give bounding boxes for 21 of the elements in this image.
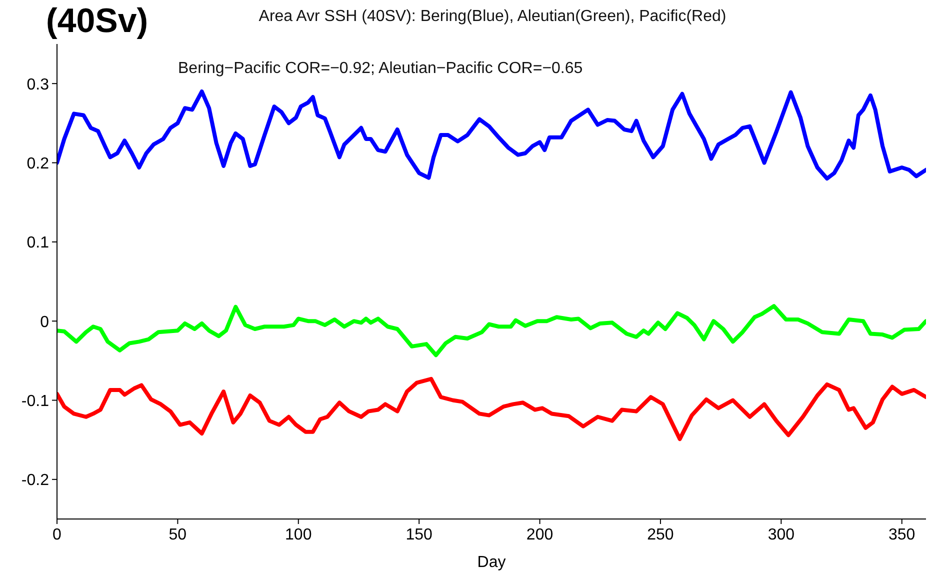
x-tick-label: 50 xyxy=(168,526,187,544)
x-axis-title: Day xyxy=(477,554,506,571)
annotation: Bering−Pacific COR=−0.92; Aleutian−Pacific COR=−0.65 xyxy=(178,60,583,78)
x-tick-label: 0 xyxy=(52,526,62,544)
line-series xyxy=(57,304,926,358)
y-tick-label: -0.1 xyxy=(21,392,50,410)
x-tick-label: 100 xyxy=(285,526,312,544)
x-tick-label: 200 xyxy=(526,526,554,544)
y-tick-label: 0.3 xyxy=(26,76,50,94)
x-tick-label: 350 xyxy=(888,526,916,544)
x-tick-label: 300 xyxy=(768,526,795,544)
x-tick-label: 250 xyxy=(647,526,674,544)
y-tick-label: -0.2 xyxy=(21,472,50,490)
line-series xyxy=(57,90,926,181)
chart-title: Area Avr SSH (40SV): Bering(Blue), Aleutian(Green), Pacific(Red) xyxy=(258,8,726,25)
x-tick-label: 150 xyxy=(406,526,433,544)
text: (40Sv) xyxy=(46,2,148,41)
y-tick-label: 0.1 xyxy=(26,234,50,252)
line-series xyxy=(57,376,926,442)
y-tick-label: 0.2 xyxy=(26,155,50,172)
y-tick-label: 0 xyxy=(40,314,50,331)
